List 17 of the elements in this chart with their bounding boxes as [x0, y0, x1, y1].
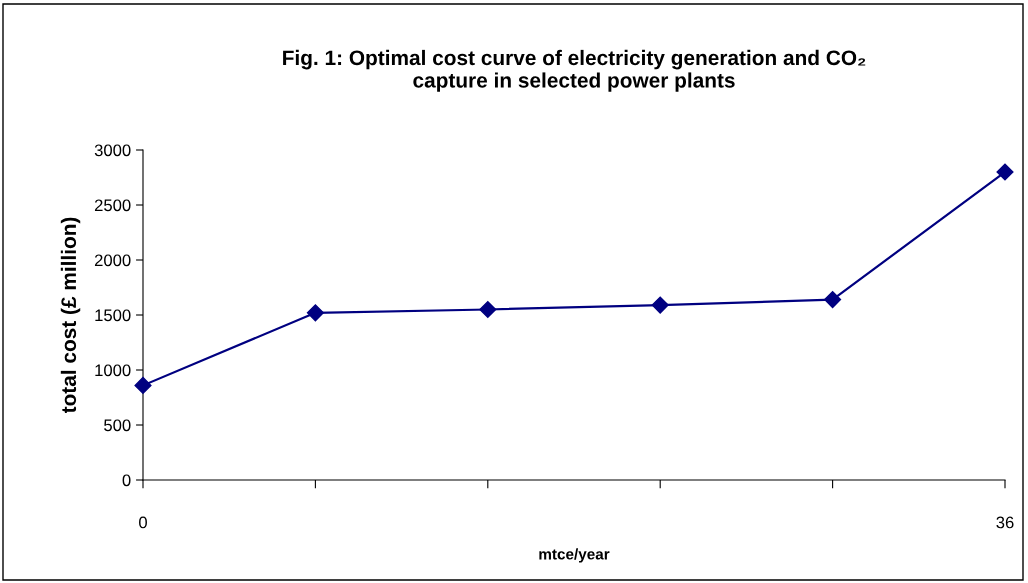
point [306, 304, 324, 322]
chart-title: Fig. 1: Optimal cost curve of electricity generation and CO₂ capture in selected power plants [283, 49, 866, 92]
y-axis-title: total cost (£ million) [60, 217, 81, 414]
point [651, 296, 669, 314]
y-tick-label: 1500 [95, 309, 131, 322]
point [824, 291, 842, 309]
y-tick-label: 3000 [94, 144, 131, 157]
point [134, 376, 152, 394]
y-tick-label: 2000 [94, 254, 131, 267]
point [996, 163, 1014, 181]
y-tick-label: 1000 [95, 364, 131, 377]
x-axis-title: mtce/year [539, 548, 610, 563]
point [479, 300, 497, 319]
y-tick-label: 500 [104, 419, 131, 432]
y-tick-label: 0 [122, 474, 131, 487]
x-tick-label: 36 [996, 516, 1014, 529]
y-tick-label: 2500 [94, 199, 131, 212]
